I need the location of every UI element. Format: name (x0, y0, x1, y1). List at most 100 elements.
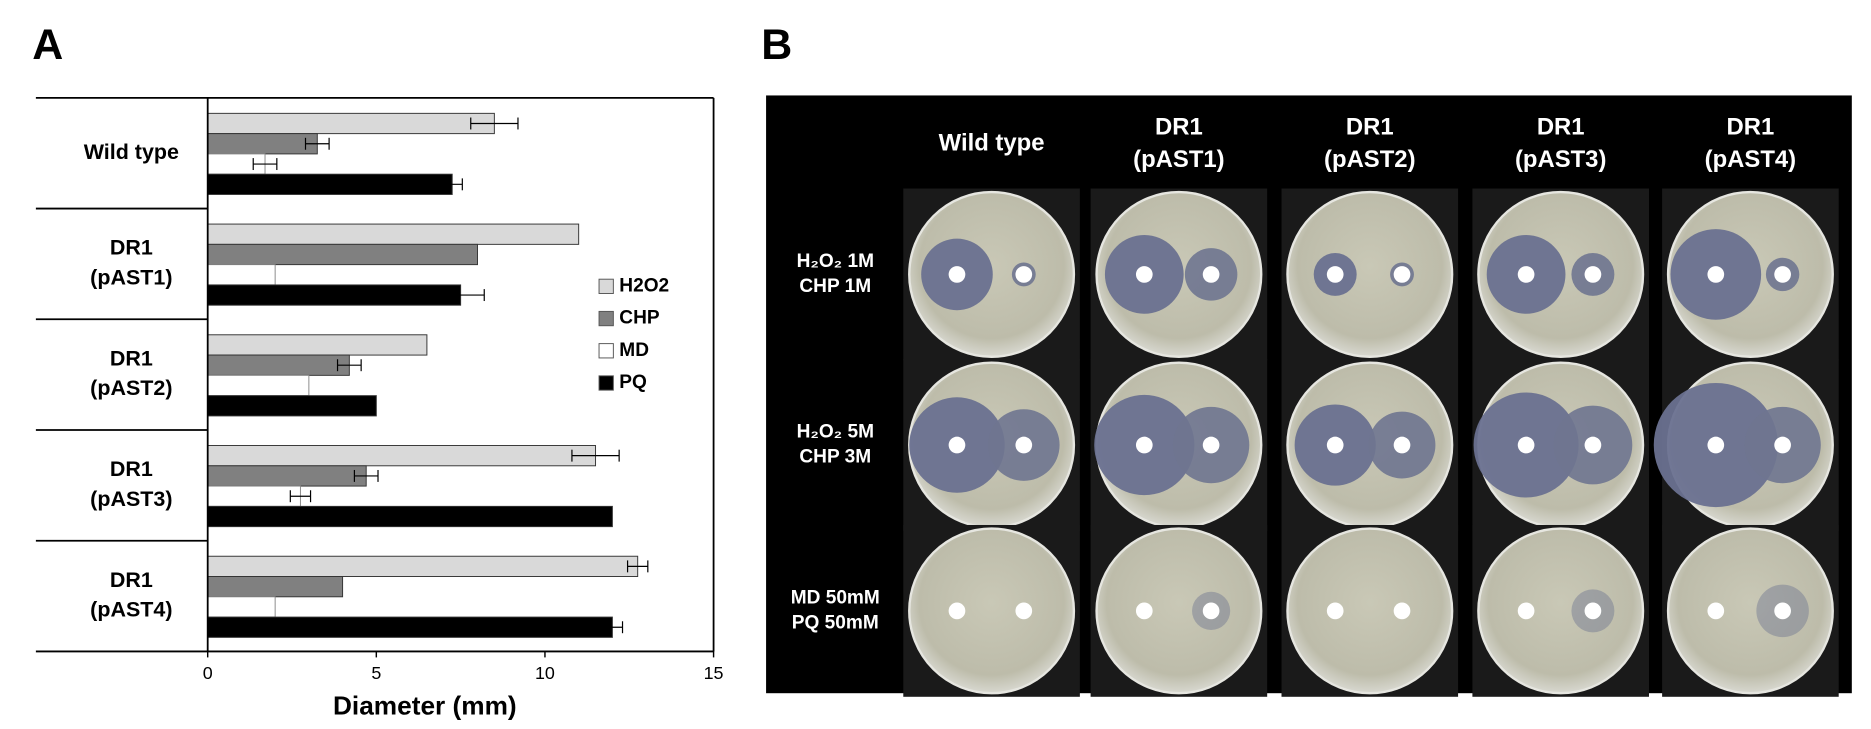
column-header: DR1 (1727, 114, 1775, 141)
column-header: (pAST3) (1515, 146, 1606, 173)
row-label: H₂O₂ 1M (797, 251, 874, 272)
bar (207, 445, 597, 467)
legend-label: H2O2 (619, 275, 669, 296)
paper-disc (1393, 602, 1411, 620)
error-bar (470, 117, 519, 130)
column-header: DR1 (1537, 114, 1585, 141)
paper-disc (1135, 436, 1153, 454)
paper-disc (1202, 436, 1220, 454)
paper-disc (1015, 436, 1033, 454)
column-header: (pAST4) (1705, 146, 1796, 173)
bar (207, 395, 377, 417)
paper-disc (1774, 266, 1791, 283)
paper-disc (1202, 266, 1220, 283)
y-tick-label: DR1 (110, 346, 153, 370)
x-tick-label: 5 (371, 663, 381, 683)
plate-photo (1090, 359, 1268, 531)
plate-photo (1281, 188, 1459, 361)
bar (207, 173, 453, 195)
error-bar (353, 469, 379, 482)
bar (207, 596, 276, 618)
paper-disc (1517, 602, 1535, 620)
plate (1286, 190, 1454, 358)
paper-disc (1517, 436, 1535, 454)
legend-label: MD (619, 340, 649, 361)
y-tick-label: DR1 (110, 457, 153, 481)
panel-label: A (32, 21, 63, 69)
x-tick-label: 0 (203, 663, 213, 683)
error-bar (336, 359, 362, 372)
legend-label: PQ (619, 372, 647, 393)
paper-disc (1015, 266, 1033, 283)
error-bar (252, 158, 278, 171)
plate-photo (1472, 359, 1649, 531)
bar (207, 264, 276, 286)
bar (207, 223, 580, 245)
legend-label: CHP (619, 308, 660, 329)
y-tick-label: (pAST4) (90, 598, 172, 622)
plate-photo (1472, 188, 1649, 361)
plate (1666, 527, 1834, 695)
paper-disc (1202, 602, 1220, 620)
error-bar (289, 490, 312, 503)
x-tick-label: 10 (535, 663, 555, 683)
error-bar (436, 289, 485, 302)
plate (1286, 527, 1454, 695)
plate (1477, 527, 1645, 695)
paper-disc (1326, 266, 1344, 283)
bar (207, 555, 639, 577)
plate-photo (1281, 359, 1459, 531)
paper-disc (1517, 266, 1535, 283)
bar (207, 576, 344, 598)
plate-photo (1090, 188, 1268, 361)
y-tick-label: (pAST1) (90, 266, 172, 290)
paper-disc (1584, 436, 1602, 454)
paper-disc (1015, 602, 1033, 620)
column-header: (pAST1) (1133, 146, 1224, 173)
legend-swatch (598, 278, 614, 294)
paper-disc (948, 436, 966, 454)
plate (908, 527, 1076, 695)
x-tick-label: 15 (704, 663, 724, 683)
plate-photo (1090, 524, 1268, 697)
row-label: CHP 3M (799, 447, 871, 468)
bar (207, 284, 462, 306)
row-label: H₂O₂ 5M (797, 422, 874, 443)
paper-disc (1774, 436, 1791, 454)
bar (207, 505, 613, 528)
paper-disc (1774, 602, 1791, 620)
y-tick-label: (pAST2) (90, 376, 172, 400)
paper-disc (1584, 602, 1602, 620)
bar (207, 485, 301, 507)
bar (207, 465, 367, 487)
paper-disc (948, 602, 966, 620)
bar (207, 112, 495, 135)
paper-disc (1135, 602, 1153, 620)
row-label: MD 50mM (791, 587, 880, 608)
error-bar (601, 621, 624, 634)
bar (207, 133, 318, 155)
plate-photo (1472, 524, 1649, 697)
column-header: DR1 (1346, 114, 1394, 141)
plate-photo (1281, 524, 1459, 697)
error-bar (626, 560, 649, 573)
row-label: CHP 1M (799, 276, 871, 297)
plate-photo (903, 188, 1080, 361)
plate-photo (903, 524, 1080, 697)
paper-disc (1135, 266, 1153, 283)
y-tick-label: Wild type (84, 140, 179, 164)
paper-disc (1393, 266, 1411, 283)
paper-disc (1584, 266, 1602, 283)
y-tick-label: DR1 (110, 568, 153, 592)
column-header: Wild type (939, 130, 1045, 157)
x-axis-label: Diameter (mm) (333, 690, 517, 720)
paper-disc (1326, 602, 1344, 620)
plate-photo (1653, 359, 1839, 531)
plate-photo (1662, 188, 1839, 361)
legend-swatch (598, 343, 614, 359)
panel-label: B (761, 21, 792, 69)
paper-disc (948, 266, 966, 283)
bar (207, 243, 478, 266)
error-bar (571, 449, 620, 462)
bar (207, 374, 310, 397)
